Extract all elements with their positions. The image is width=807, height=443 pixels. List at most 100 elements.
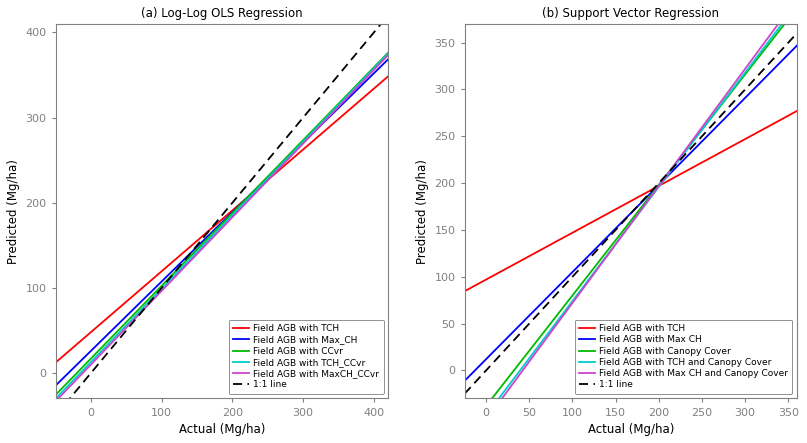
1:1 line xyxy=(85,372,94,377)
Legend: Field AGB with TCH, Field AGB with Max_CH, Field AGB with CCvr, Field AGB with T: Field AGB with TCH, Field AGB with Max_C… xyxy=(228,320,383,394)
Field AGB with MaxCH_CCvr xyxy=(310,129,320,134)
Field AGB with TCH and Canopy Cover xyxy=(460,441,470,443)
Field AGB with Canopy Cover xyxy=(594,259,604,264)
Field AGB with TCH_CCvr xyxy=(85,361,94,366)
Field AGB with Max CH xyxy=(688,148,697,153)
Field AGB with Max CH and Canopy Cover xyxy=(792,0,802,1)
Field AGB with TCH_CCvr xyxy=(197,244,207,249)
1:1 line xyxy=(688,144,697,149)
Field AGB with Max CH xyxy=(792,43,802,48)
Line: Field AGB with Max CH: Field AGB with Max CH xyxy=(465,46,797,381)
Field AGB with MaxCH_CCvr xyxy=(51,399,61,404)
Field AGB with Canopy Cover xyxy=(792,5,802,11)
Field AGB with Canopy Cover xyxy=(494,388,504,393)
Field AGB with TCH xyxy=(383,74,393,79)
Field AGB with Max CH and Canopy Cover xyxy=(494,400,504,406)
1:1 line xyxy=(383,13,393,18)
1:1 line xyxy=(197,237,207,242)
Field AGB with CCvr xyxy=(310,125,320,131)
Line: Field AGB with Max_CH: Field AGB with Max_CH xyxy=(56,59,388,385)
Line: Field AGB with TCH: Field AGB with TCH xyxy=(465,111,797,291)
Field AGB with TCH xyxy=(310,137,320,142)
1:1 line xyxy=(51,413,61,418)
Field AGB with Canopy Cover xyxy=(606,244,616,249)
Field AGB with TCH and Canopy Cover xyxy=(594,263,604,268)
Field AGB with Max CH xyxy=(719,117,729,122)
Field AGB with TCH xyxy=(85,330,94,336)
Field AGB with TCH xyxy=(460,288,470,294)
Field AGB with TCH xyxy=(197,234,207,239)
Line: Field AGB with TCH and Canopy Cover: Field AGB with TCH and Canopy Cover xyxy=(465,4,797,443)
Y-axis label: Predicted (Mg/ha): Predicted (Mg/ha) xyxy=(7,159,20,264)
1:1 line xyxy=(494,354,504,360)
Y-axis label: Predicted (Mg/ha): Predicted (Mg/ha) xyxy=(416,159,429,264)
Field AGB with Max CH xyxy=(460,378,470,384)
Field AGB with TCH xyxy=(725,145,734,150)
Field AGB with Max_CH xyxy=(197,239,207,245)
Field AGB with TCH xyxy=(688,165,697,170)
Field AGB with Max CH and Canopy Cover xyxy=(594,264,604,270)
Field AGB with TCH xyxy=(279,163,289,169)
Field AGB with TCH and Canopy Cover xyxy=(494,396,504,402)
Legend: Field AGB with TCH, Field AGB with Max CH, Field AGB with Canopy Cover, Field AG: Field AGB with TCH, Field AGB with Max C… xyxy=(575,320,792,394)
Field AGB with Max CH and Canopy Cover xyxy=(719,95,729,101)
1:1 line xyxy=(725,104,734,109)
Field AGB with Canopy Cover xyxy=(460,431,470,436)
Field AGB with TCH_CCvr xyxy=(316,121,326,126)
Field AGB with Max CH xyxy=(606,230,616,236)
Field AGB with TCH_CCvr xyxy=(186,256,195,262)
Field AGB with Max_CH xyxy=(383,57,393,62)
Field AGB with Max CH and Canopy Cover xyxy=(725,87,734,93)
1:1 line xyxy=(594,245,604,251)
Field AGB with TCH xyxy=(606,209,616,214)
Field AGB with CCvr xyxy=(279,157,289,163)
Title: (b) Support Vector Regression: (b) Support Vector Regression xyxy=(542,7,719,20)
Field AGB with Max_CH xyxy=(186,251,195,256)
Field AGB with Max_CH xyxy=(279,159,289,164)
Field AGB with TCH and Canopy Cover xyxy=(719,98,729,104)
Line: Field AGB with Canopy Cover: Field AGB with Canopy Cover xyxy=(465,8,797,434)
Field AGB with TCH xyxy=(494,270,504,276)
Field AGB with TCH xyxy=(594,216,604,221)
Field AGB with TCH_CCvr xyxy=(51,396,61,401)
Field AGB with TCH and Canopy Cover xyxy=(792,1,802,7)
1:1 line xyxy=(719,110,729,115)
1:1 line xyxy=(279,138,289,144)
Field AGB with TCH xyxy=(186,244,195,249)
Field AGB with TCH and Canopy Cover xyxy=(725,90,734,96)
Field AGB with TCH xyxy=(792,109,802,114)
Field AGB with CCvr xyxy=(51,392,61,397)
Field AGB with TCH_CCvr xyxy=(279,159,289,164)
Line: Field AGB with MaxCH_CCvr: Field AGB with MaxCH_CCvr xyxy=(56,55,388,401)
Field AGB with Max CH xyxy=(494,344,504,350)
1:1 line xyxy=(606,232,616,237)
1:1 line xyxy=(316,93,326,99)
Field AGB with TCH xyxy=(719,148,729,153)
Field AGB with TCH and Canopy Cover xyxy=(688,139,697,144)
Field AGB with TCH xyxy=(51,360,61,365)
Field AGB with CCvr xyxy=(85,357,94,362)
Field AGB with Max CH xyxy=(594,243,604,248)
Field AGB with MaxCH_CCvr xyxy=(383,52,393,58)
Field AGB with CCvr xyxy=(383,50,393,55)
Field AGB with MaxCH_CCvr xyxy=(85,363,94,369)
Field AGB with MaxCH_CCvr xyxy=(279,161,289,166)
Field AGB with MaxCH_CCvr xyxy=(197,246,207,252)
Field AGB with TCH_CCvr xyxy=(383,51,393,56)
Field AGB with TCH xyxy=(316,132,326,137)
Field AGB with Max_CH xyxy=(310,128,320,134)
Field AGB with Canopy Cover xyxy=(719,99,729,105)
Field AGB with TCH_CCvr xyxy=(310,127,320,132)
Field AGB with Max CH xyxy=(725,111,734,116)
Field AGB with Max_CH xyxy=(51,383,61,388)
Line: Field AGB with TCH_CCvr: Field AGB with TCH_CCvr xyxy=(56,54,388,399)
Line: Field AGB with TCH: Field AGB with TCH xyxy=(56,76,388,362)
Field AGB with Canopy Cover xyxy=(725,92,734,97)
Line: 1:1 line: 1:1 line xyxy=(56,16,388,416)
Field AGB with Max CH and Canopy Cover xyxy=(606,248,616,253)
Line: Field AGB with CCvr: Field AGB with CCvr xyxy=(56,53,388,395)
Field AGB with MaxCH_CCvr xyxy=(316,122,326,128)
X-axis label: Actual (Mg/ha): Actual (Mg/ha) xyxy=(178,423,265,436)
Field AGB with TCH and Canopy Cover xyxy=(606,248,616,253)
1:1 line xyxy=(792,31,802,36)
